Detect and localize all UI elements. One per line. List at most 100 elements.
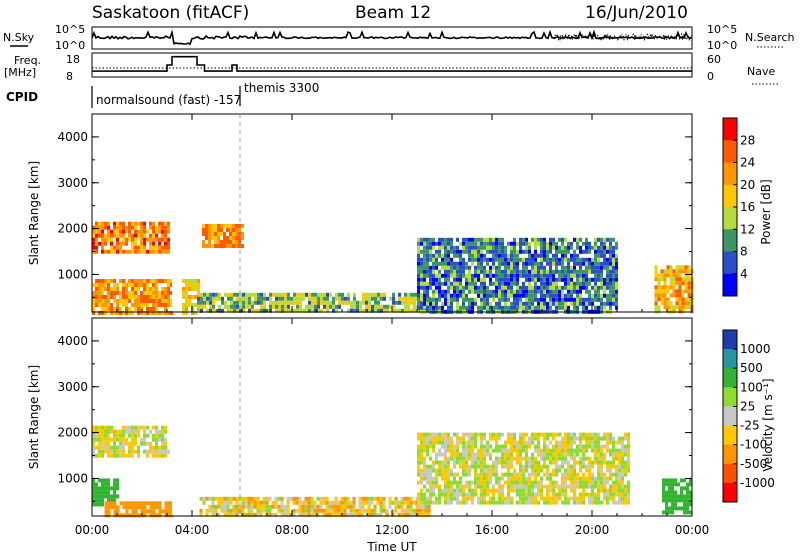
data-cell <box>519 285 522 290</box>
data-cell <box>323 300 326 305</box>
data-cell <box>256 512 260 517</box>
data-cell <box>95 453 98 458</box>
data-cell <box>546 476 549 481</box>
data-cell <box>248 304 251 309</box>
cpid-text-themis: themis 3300 <box>244 81 319 95</box>
data-cell <box>143 437 146 442</box>
data-cell <box>594 496 597 501</box>
data-cell <box>122 513 126 518</box>
data-cell <box>465 432 468 437</box>
data-cell <box>594 261 597 266</box>
data-cell <box>149 237 152 242</box>
data-cell <box>519 448 522 453</box>
data-cell <box>413 304 416 309</box>
data-cell <box>609 460 612 465</box>
data-cell <box>143 429 146 434</box>
data-cell <box>465 305 468 310</box>
data-cell <box>113 490 116 495</box>
data-cell <box>122 225 125 230</box>
data-cell <box>236 300 239 305</box>
data-cell <box>573 460 576 465</box>
data-cell <box>223 508 227 513</box>
data-cell <box>456 269 459 274</box>
data-cell <box>158 303 161 307</box>
data-cell <box>250 512 254 517</box>
data-cell <box>155 307 158 311</box>
data-cell <box>525 245 528 250</box>
data-cell <box>164 453 167 458</box>
data-cell <box>510 452 513 457</box>
data-cell <box>95 249 98 254</box>
data-cell <box>140 233 143 238</box>
data-cell <box>317 292 320 297</box>
data-cell <box>501 492 504 497</box>
data-cell <box>681 269 685 274</box>
data-cell <box>429 492 432 497</box>
data-cell <box>543 293 546 298</box>
data-cell <box>170 291 173 295</box>
data-cell <box>413 300 416 305</box>
data-cell <box>585 484 588 489</box>
data-cell <box>298 512 302 517</box>
data-cell <box>663 301 667 306</box>
data-cell <box>555 293 558 298</box>
data-cell <box>320 308 323 313</box>
data-cell <box>420 269 423 274</box>
data-cell <box>462 452 465 457</box>
data-cell <box>241 512 245 517</box>
data-cell <box>353 300 356 305</box>
data-cell <box>591 448 594 453</box>
data-cell <box>459 277 462 282</box>
data-cell <box>406 512 410 517</box>
data-cell <box>403 512 407 517</box>
data-cell <box>203 300 206 305</box>
data-cell <box>344 300 347 305</box>
data-cell <box>516 460 519 465</box>
data-cell <box>429 496 432 501</box>
data-cell <box>615 484 618 489</box>
data-cell <box>116 513 120 518</box>
data-cell <box>504 289 507 294</box>
data-cell <box>534 480 537 485</box>
data-cell <box>426 297 429 302</box>
data-cell <box>537 261 540 266</box>
data-cell <box>420 249 423 254</box>
data-cell <box>146 291 149 295</box>
data-cell <box>552 257 555 262</box>
data-cell <box>498 436 501 441</box>
data-cell <box>447 468 450 473</box>
data-cell <box>606 237 609 242</box>
data-cell <box>564 492 567 497</box>
data-cell <box>229 244 232 248</box>
data-cell <box>507 500 510 505</box>
data-cell <box>489 237 492 242</box>
data-cell <box>280 512 284 517</box>
data-cell <box>314 296 317 301</box>
data-cell <box>507 285 510 290</box>
colorbar-swatch <box>723 162 737 186</box>
data-cell <box>573 432 576 437</box>
data-cell <box>597 468 600 473</box>
data-cell <box>456 452 459 457</box>
data-cell <box>582 448 585 453</box>
data-cell <box>483 289 486 294</box>
data-cell <box>131 433 134 438</box>
data-cell <box>474 297 477 302</box>
data-cell <box>143 237 146 242</box>
data-cell <box>471 500 474 505</box>
data-cell <box>564 480 567 485</box>
data-cell <box>465 468 468 473</box>
data-cell <box>674 490 677 495</box>
nsky-tick-bottom: 10^0 <box>55 39 85 52</box>
data-cell <box>131 225 134 230</box>
data-cell <box>495 440 498 445</box>
data-cell <box>322 508 326 513</box>
data-cell <box>229 228 232 232</box>
data-cell <box>444 480 447 485</box>
data-cell <box>543 237 546 242</box>
data-cell <box>465 484 468 489</box>
data-cell <box>486 297 489 302</box>
data-cell <box>164 429 167 434</box>
data-cell <box>323 304 326 309</box>
data-cell <box>305 304 308 309</box>
